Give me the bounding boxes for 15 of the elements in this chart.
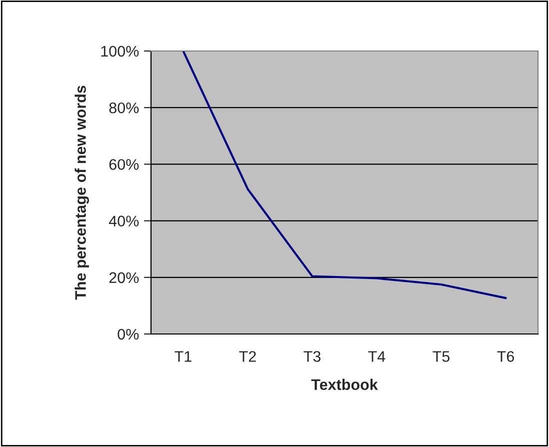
y-tick-label: 0% [118, 328, 139, 340]
y-tick-label: 60% [109, 159, 139, 170]
x-tick-label: T4 [368, 351, 386, 362]
y-tick-label: 100% [101, 46, 139, 57]
y-axis-title: The percentage of new words [74, 86, 90, 300]
y-tick-label: 40% [108, 216, 139, 226]
y-tick-label: 80% [109, 102, 139, 114]
line-series [182, 51, 507, 300]
x-axis-title: Textbook [311, 378, 378, 390]
x-tick-label: T1 [174, 351, 192, 362]
x-tick-label: T3 [304, 351, 320, 362]
x-tick-label: T5 [432, 351, 450, 362]
y-tick-label: 20% [109, 272, 139, 284]
x-tick-label: T6 [497, 351, 514, 362]
x-tick-label: T2 [239, 351, 256, 362]
